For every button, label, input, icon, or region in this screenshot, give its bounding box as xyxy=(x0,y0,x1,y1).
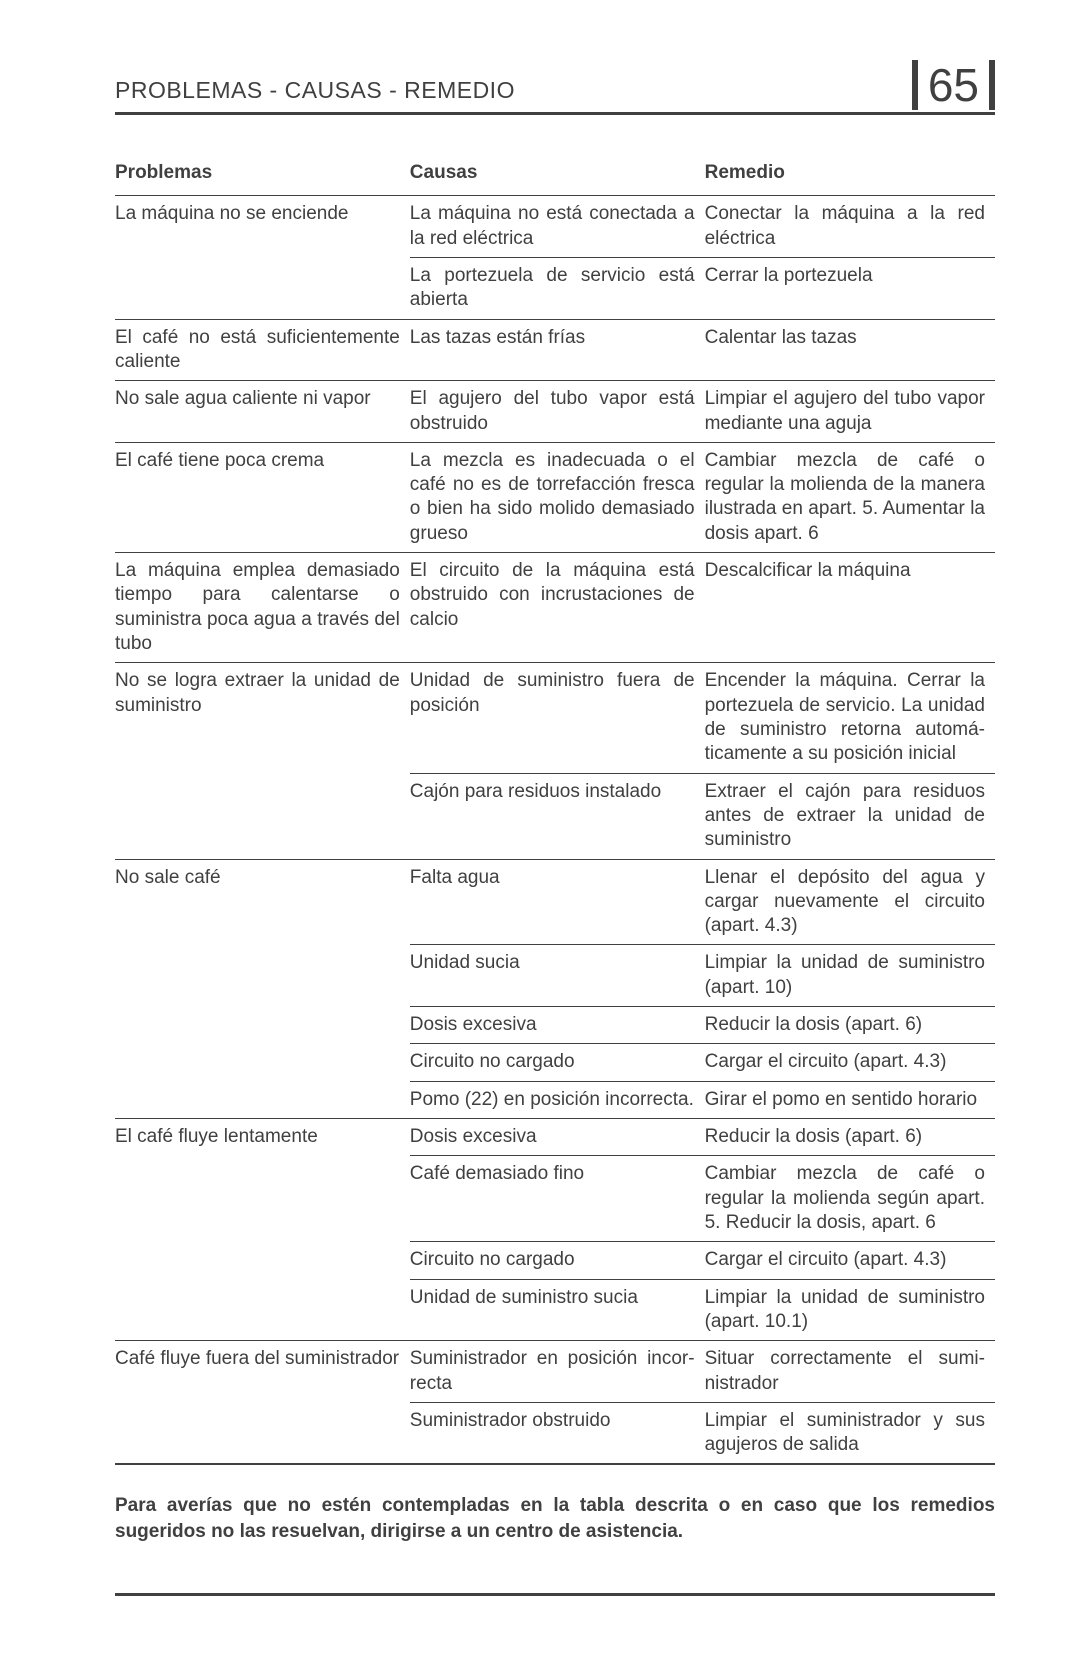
page-number-box: 65 xyxy=(912,60,995,110)
col-header-remedio: Remedio xyxy=(705,155,995,196)
page-number-bar-right xyxy=(989,60,995,110)
table-body: La máquina no se enciendeLa máquina no e… xyxy=(115,196,995,1465)
troubleshooting-table: Problemas Causas Remedio La máquina no s… xyxy=(115,155,995,1465)
cell-problema: El café no está suficientemente caliente xyxy=(115,319,410,381)
cell-problema: No se logra extraer la unidad de suminis… xyxy=(115,663,410,859)
footer-rule xyxy=(115,1593,995,1596)
cell-remedio: Cerrar la portezuela xyxy=(705,257,995,319)
cell-problema: Café fluye fuera del sumini­strador xyxy=(115,1341,410,1465)
cell-causa: Circuito no cargado xyxy=(410,1044,705,1081)
cell-causa: Dosis excesiva xyxy=(410,1007,705,1044)
cell-causa: Unidad sucia xyxy=(410,945,705,1007)
cell-remedio: Cargar el circuito (apart. 4.3) xyxy=(705,1242,995,1279)
cell-causa: Dosis excesiva xyxy=(410,1119,705,1156)
cell-problema: No sale café xyxy=(115,859,410,1119)
table-row: No sale agua caliente ni vaporEl agujero… xyxy=(115,381,995,443)
cell-causa: Café demasiado fino xyxy=(410,1156,705,1242)
cell-remedio: Limpiar la unidad de suministro (apart. … xyxy=(705,945,995,1007)
cell-causa: Falta agua xyxy=(410,859,705,945)
cell-remedio: Llenar el depósito del agua y cargar nue… xyxy=(705,859,995,945)
cell-remedio: Reducir la dosis (apart. 6) xyxy=(705,1119,995,1156)
cell-causa: Suministrador en posición incor­recta xyxy=(410,1341,705,1403)
cell-remedio: Reducir la dosis (apart. 6) xyxy=(705,1007,995,1044)
cell-remedio: Calentar las tazas xyxy=(705,319,995,381)
table-row: Café fluye fuera del sumini­stradorSumin… xyxy=(115,1341,995,1403)
cell-remedio: Encender la máquina. Cerrar la portezuel… xyxy=(705,663,995,773)
cell-remedio: Limpiar el suministrador y sus agujeros … xyxy=(705,1402,995,1464)
table-row: La máquina emplea demasiado tiempo para … xyxy=(115,553,995,663)
cell-causa: Suministrador obstruido xyxy=(410,1402,705,1464)
cell-remedio: Cambiar mezcla de café o regular la moli… xyxy=(705,1156,995,1242)
cell-causa: La mezcla es inadecuada o el café no es … xyxy=(410,442,705,552)
table-header-row: Problemas Causas Remedio xyxy=(115,155,995,196)
cell-remedio: Descalcificar la máquina xyxy=(705,553,995,663)
table-row: El café fluye lentamenteDosis excesivaRe… xyxy=(115,1119,995,1156)
cell-remedio: Limpiar la unidad de suministro (apart. … xyxy=(705,1279,995,1341)
col-header-causas: Causas xyxy=(410,155,705,196)
cell-remedio: Cambiar mezcla de café o regular la moli… xyxy=(705,442,995,552)
cell-problema: La máquina no se enciende xyxy=(115,196,410,319)
cell-causa: Circuito no cargado xyxy=(410,1242,705,1279)
footnote: Para averías que no estén contempladas e… xyxy=(115,1493,995,1544)
table-row: No se logra extraer la unidad de suminis… xyxy=(115,663,995,773)
table-row: El café no está suficientemente caliente… xyxy=(115,319,995,381)
cell-causa: La portezuela de servicio está abierta xyxy=(410,257,705,319)
cell-causa: Las tazas están frías xyxy=(410,319,705,381)
col-header-problemas: Problemas xyxy=(115,155,410,196)
page-number: 65 xyxy=(918,62,989,108)
cell-problema: La máquina emplea demasiado tiempo para … xyxy=(115,553,410,663)
table-row: No sale caféFalta aguaLlenar el depósito… xyxy=(115,859,995,945)
cell-problema: No sale agua caliente ni vapor xyxy=(115,381,410,443)
cell-problema: El café fluye lentamente xyxy=(115,1119,410,1341)
page-title: PROBLEMAS - CAUSAS - REMEDIO xyxy=(115,77,515,110)
cell-remedio: Girar el pomo en sentido horario xyxy=(705,1081,995,1118)
cell-causa: Unidad de suministro fuera de posición xyxy=(410,663,705,773)
table-row: La máquina no se enciendeLa máquina no e… xyxy=(115,196,995,258)
page-header: PROBLEMAS - CAUSAS - REMEDIO 65 xyxy=(115,60,995,115)
cell-causa: Cajón para residuos instalado xyxy=(410,773,705,859)
cell-remedio: Extraer el cajón para residuos an­tes de… xyxy=(705,773,995,859)
table-row: El café tiene poca cremaLa mezcla es ina… xyxy=(115,442,995,552)
cell-remedio: Conectar la máquina a la red eléctrica xyxy=(705,196,995,258)
cell-remedio: Limpiar el agujero del tubo vapor median… xyxy=(705,381,995,443)
cell-causa: La máquina no está conectada a la red el… xyxy=(410,196,705,258)
cell-causa: El agujero del tubo vapor está obstruido xyxy=(410,381,705,443)
cell-problema: El café tiene poca crema xyxy=(115,442,410,552)
cell-remedio: Cargar el circuito (apart. 4.3) xyxy=(705,1044,995,1081)
cell-remedio: Situar correctamente el sumi­nistrador xyxy=(705,1341,995,1403)
cell-causa: Pomo (22) en posición incorrecta. xyxy=(410,1081,705,1118)
cell-causa: Unidad de suministro sucia xyxy=(410,1279,705,1341)
cell-causa: El circuito de la máquina está obstruido… xyxy=(410,553,705,663)
